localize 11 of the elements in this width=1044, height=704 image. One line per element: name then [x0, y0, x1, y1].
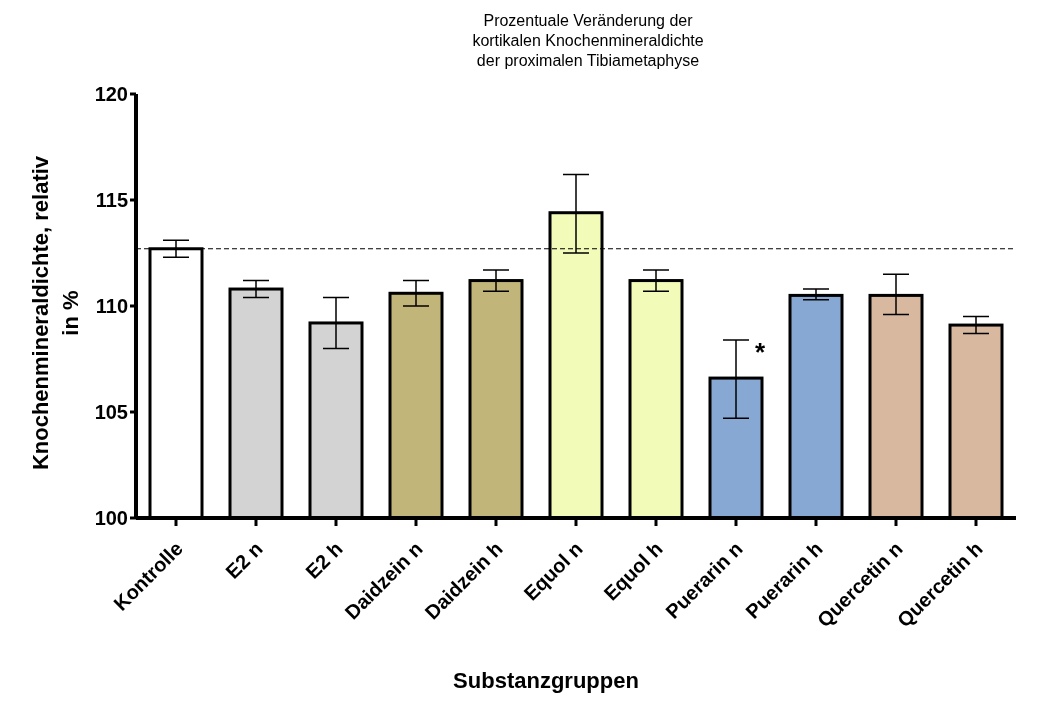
y-tick-label: 120 [94, 83, 128, 106]
x-axis-title: Substanzgruppen [453, 668, 639, 693]
x-tick-label: E2 n [221, 537, 267, 583]
x-tick-label: E2 h [301, 537, 347, 583]
y-tick-label: 110 [95, 295, 128, 318]
y-tick-label: 115 [95, 189, 128, 212]
y-tick-label: 105 [94, 401, 128, 424]
annotation: * [755, 337, 766, 368]
y-axis-title: Knochenmineraldichte, relativ in % [28, 155, 83, 471]
y-tick-label: 100 [94, 507, 128, 530]
chart-title: Prozentuale Veränderung der kortikalen Knochenmineraldichte der proximalen Tibiametaphyse [472, 12, 704, 69]
